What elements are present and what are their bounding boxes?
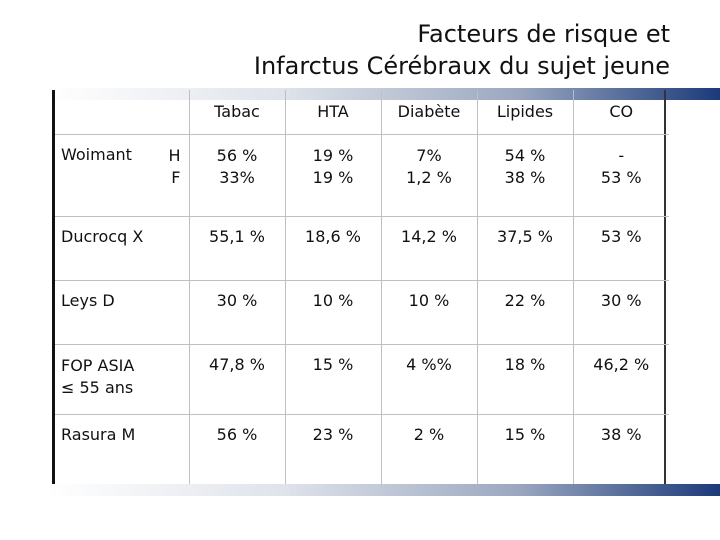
table-row: Rasura M 56 % 23 % 2 % 15 % 38 %	[55, 413, 669, 486]
cell-co: - 53 %	[572, 133, 669, 217]
cell-value-f: 53 %	[600, 167, 642, 187]
author-name: Woimant	[61, 144, 132, 164]
cell-value-h: -	[618, 145, 625, 165]
table-row: Ducrocq X 55,1 % 18,6 % 14,2 % 37,5 % 53…	[55, 215, 669, 281]
row-label: FOP ASIA ≤ 55 ans	[55, 343, 190, 415]
col-header-tabac: Tabac	[188, 90, 286, 135]
cell-hta: 23 %	[284, 413, 382, 486]
cell-value-h: 19 %	[312, 145, 354, 165]
cell-lipides: 15 %	[476, 413, 574, 486]
cell-value-f: 38 %	[504, 167, 546, 187]
slide-title: Facteurs de risque et Infarctus Cérébrau…	[70, 18, 670, 82]
cell-tabac: 56 %	[188, 413, 286, 486]
cell-value-h: 54 %	[504, 145, 546, 165]
cell-value-h: 56 %	[216, 145, 258, 165]
cell-co: 53 %	[572, 215, 669, 281]
cell-lipides: 54 % 38 %	[476, 133, 574, 217]
cell-tabac: 30 %	[188, 279, 286, 345]
row-label: Leys D	[55, 279, 190, 345]
cell-diabete: 2 %	[380, 413, 478, 486]
cell-hta: 15 %	[284, 343, 382, 415]
cell-diabete: 10 %	[380, 279, 478, 345]
row-label-line-1: FOP ASIA	[61, 355, 135, 375]
cell-diabete: 14,2 %	[380, 215, 478, 281]
cell-value-f: 33%	[219, 167, 255, 187]
title-line-1: Facteurs de risque et	[417, 20, 670, 48]
cell-hta: 19 % 19 %	[284, 133, 382, 217]
col-header-hta: HTA	[284, 90, 382, 135]
cell-co: 46,2 %	[572, 343, 669, 415]
cell-lipides: 18 %	[476, 343, 574, 415]
sex-f-label: F	[171, 167, 181, 187]
cell-lipides: 37,5 %	[476, 215, 574, 281]
table-row: Leys D 30 % 10 % 10 % 22 % 30 %	[55, 279, 669, 345]
sex-h-label: H	[168, 145, 181, 165]
table-row: FOP ASIA ≤ 55 ans 47,8 % 15 % 4 %% 18 % …	[55, 343, 669, 415]
table-row: Woimant H F 56 % 33% 19 % 19 % 7% 1,2 %	[55, 133, 669, 217]
row-label-line-2: ≤ 55 ans	[61, 377, 134, 397]
cell-co: 30 %	[572, 279, 669, 345]
risk-factor-table: Tabac HTA Diabète Lipides CO Woimant H F…	[52, 90, 669, 486]
cell-tabac: 56 % 33%	[188, 133, 286, 217]
header-row: Tabac HTA Diabète Lipides CO	[55, 90, 669, 135]
cell-value-f: 19 %	[312, 167, 354, 187]
col-header-diabete: Diabète	[380, 90, 478, 135]
cell-co: 38 %	[572, 413, 669, 486]
cell-hta: 10 %	[284, 279, 382, 345]
cell-diabete: 4 %%	[380, 343, 478, 415]
cell-hta: 18,6 %	[284, 215, 382, 281]
col-header-lipides: Lipides	[476, 90, 574, 135]
cell-lipides: 22 %	[476, 279, 574, 345]
row-label: Ducrocq X	[55, 215, 190, 281]
cell-value-f: 1,2 %	[406, 167, 452, 187]
cell-tabac: 55,1 %	[188, 215, 286, 281]
row-label-woimant: Woimant H F	[55, 133, 190, 217]
header-empty-cell	[55, 90, 190, 135]
cell-value-h: 7%	[416, 145, 442, 165]
title-line-2: Infarctus Cérébraux du sujet jeune	[253, 52, 670, 80]
col-header-co: CO	[572, 90, 669, 135]
bottom-divider-bar	[48, 484, 720, 496]
row-label: Rasura M	[55, 413, 190, 486]
cell-diabete: 7% 1,2 %	[380, 133, 478, 217]
cell-tabac: 47,8 %	[188, 343, 286, 415]
